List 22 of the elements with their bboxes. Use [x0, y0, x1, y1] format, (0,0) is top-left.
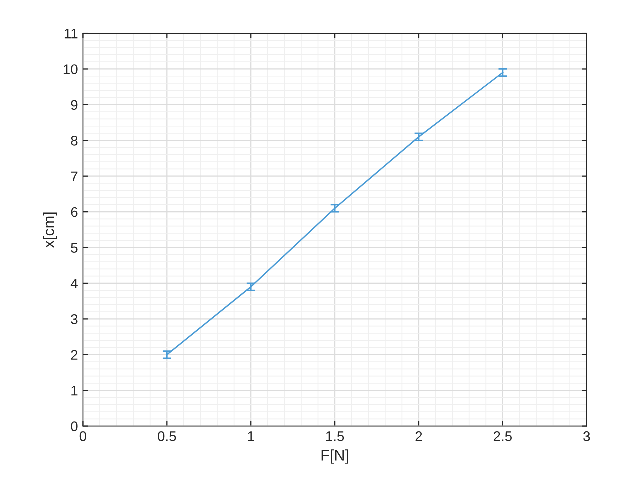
x-tick-label: 0.5	[158, 432, 176, 442]
x-tick-label: 1.5	[326, 432, 344, 442]
x-axis-title: F[N]	[322, 450, 348, 464]
y-tick-label: 4	[70, 278, 78, 289]
y-tick-label: 0	[71, 422, 78, 432]
x-tick-label: 2.5	[494, 432, 512, 442]
y-axis-title: x[cm]	[43, 212, 58, 248]
x-tick-label: 3	[584, 432, 590, 442]
y-tick-label: 8	[71, 136, 78, 146]
y-tick-label: 10	[64, 64, 78, 74]
y-tick-label: 5	[71, 243, 78, 253]
x-tick-label: 2	[416, 432, 422, 442]
y-tick-label: 7	[71, 172, 78, 182]
x-tick-label: 0	[80, 432, 87, 442]
x-tick-label: 1	[248, 432, 254, 442]
y-tick-label: 1	[72, 386, 78, 396]
y-tick-label: 11	[64, 29, 78, 39]
y-tick-label: 2	[71, 350, 78, 360]
y-tick-label: 9	[71, 100, 78, 110]
y-tick-label: 3	[71, 314, 78, 324]
line-series	[166, 72, 504, 356]
y-tick-label: 6	[71, 207, 78, 218]
